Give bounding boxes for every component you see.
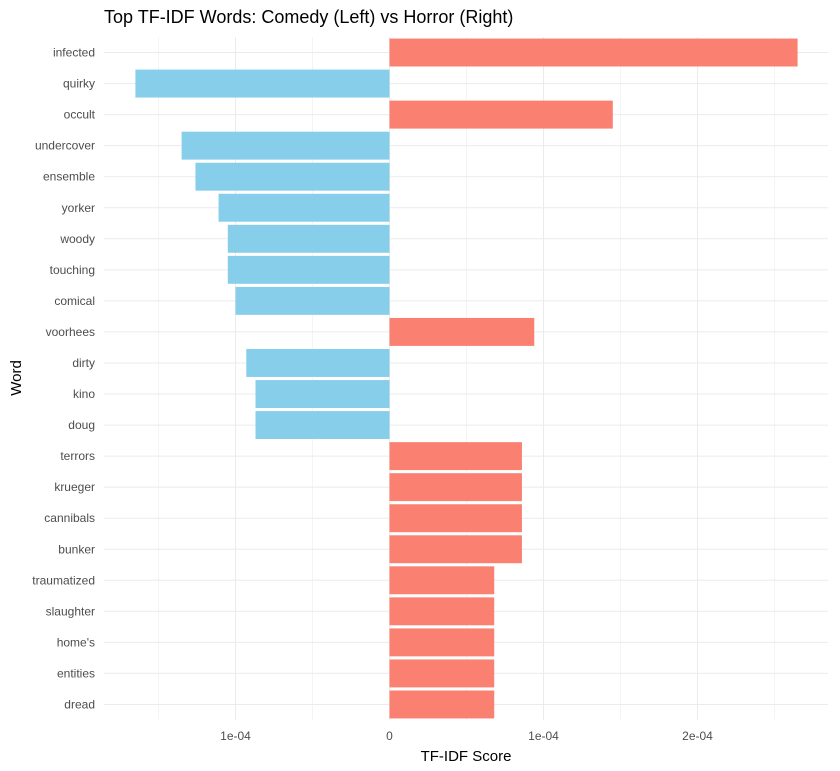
y-tick-label: doug — [68, 418, 95, 432]
x-tick-label: 1e-04 — [220, 729, 251, 743]
bar-cannibals — [389, 504, 522, 533]
y-tick-label: infected — [53, 46, 95, 60]
x-axis-title: TF-IDF Score — [421, 748, 512, 765]
y-tick-label: dread — [64, 697, 95, 711]
y-tick-label: dirty — [72, 356, 95, 370]
y-tick-label: touching — [50, 263, 95, 277]
x-tick-label: 0 — [386, 729, 393, 743]
y-tick-label: yorker — [62, 201, 95, 215]
y-axis-title: Word — [8, 360, 25, 396]
bar-dread — [389, 690, 495, 719]
bar-dirty — [246, 349, 390, 377]
bars — [135, 38, 798, 719]
y-tick-label: bunker — [58, 542, 95, 556]
y-tick-label: woody — [59, 232, 95, 246]
y-tick-label: kino — [73, 387, 95, 401]
x-tick-label: 2e-04 — [682, 729, 713, 743]
bar-home-s — [389, 628, 495, 657]
bar-quirky — [135, 69, 390, 98]
bar-occult — [389, 100, 613, 129]
x-tick-label: 1e-04 — [528, 729, 559, 743]
bar-doug — [255, 411, 390, 440]
bar-voorhees — [389, 317, 535, 346]
y-tick-label: home's — [57, 635, 95, 649]
y-tick-label: traumatized — [32, 573, 95, 587]
y-tick-label: cannibals — [44, 511, 95, 525]
chart-title: Top TF-IDF Words: Comedy (Left) vs Horro… — [104, 7, 513, 27]
bar-terrors — [389, 442, 522, 471]
bar-krueger — [389, 473, 522, 502]
x-tick-labels: 1e-04 0 1e-04 2e-04 — [220, 729, 713, 743]
y-tick-label: krueger — [54, 480, 95, 494]
y-tick-label: occult — [64, 108, 96, 122]
y-tick-label: slaughter — [46, 604, 95, 618]
bar-woody — [227, 224, 390, 253]
bar-yorker — [218, 193, 390, 222]
y-tick-label: quirky — [63, 77, 95, 91]
bar-touching — [227, 255, 390, 284]
y-tick-labels: infected quirky occult undercover ensemble yo… — [32, 46, 95, 712]
bar-infected — [389, 38, 798, 67]
bar-entities — [389, 659, 495, 688]
bar-ensemble — [195, 162, 390, 191]
y-tick-label: ensemble — [43, 170, 95, 184]
bar-undercover — [181, 131, 390, 160]
y-tick-label: undercover — [35, 139, 95, 153]
bar-bunker — [389, 535, 522, 564]
bar-comical — [235, 286, 390, 315]
bar-traumatized — [389, 566, 495, 595]
bar-slaughter — [389, 597, 495, 626]
y-tick-label: comical — [54, 294, 95, 308]
bar-kino — [255, 380, 390, 408]
y-tick-label: entities — [57, 666, 95, 680]
y-tick-label: voorhees — [46, 325, 95, 339]
y-tick-label: terrors — [60, 449, 95, 463]
